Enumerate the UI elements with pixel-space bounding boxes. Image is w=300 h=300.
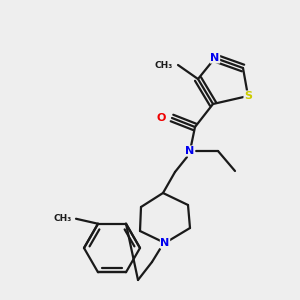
Text: S: S [244,91,252,101]
Text: CH₃: CH₃ [155,61,173,70]
Text: N: N [210,53,220,63]
Text: N: N [185,146,195,156]
Text: CH₃: CH₃ [54,214,72,223]
Text: O: O [157,113,166,123]
Text: N: N [160,238,169,248]
